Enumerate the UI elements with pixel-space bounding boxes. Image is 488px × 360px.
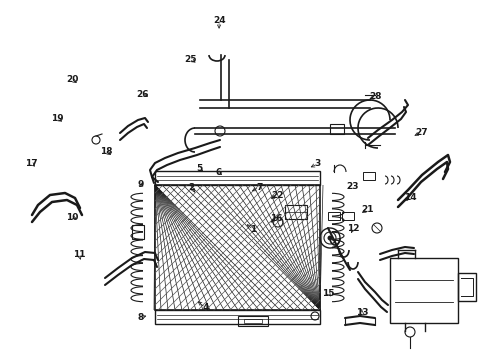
Text: 2: 2 xyxy=(188,183,194,192)
Text: 26: 26 xyxy=(136,90,149,99)
Bar xyxy=(244,319,262,323)
Bar xyxy=(362,172,374,180)
Text: 1: 1 xyxy=(250,225,256,234)
Text: 27: 27 xyxy=(414,128,427,137)
Text: 13: 13 xyxy=(355,308,367,317)
Bar xyxy=(155,185,319,310)
Bar xyxy=(155,171,319,185)
Text: 8: 8 xyxy=(138,313,143,322)
Bar xyxy=(341,212,353,220)
Text: 24: 24 xyxy=(212,16,225,25)
Bar xyxy=(329,124,343,134)
Text: 21: 21 xyxy=(361,205,373,214)
Text: 9: 9 xyxy=(137,180,143,189)
Text: 12: 12 xyxy=(346,224,359,233)
Bar xyxy=(389,258,457,323)
Text: 3: 3 xyxy=(314,159,320,168)
Text: 19: 19 xyxy=(51,114,64,123)
Text: 20: 20 xyxy=(66,76,79,85)
Text: 11: 11 xyxy=(73,251,85,259)
Text: 10: 10 xyxy=(66,212,79,221)
Text: 22: 22 xyxy=(271,191,284,199)
Text: 25: 25 xyxy=(184,55,197,64)
Text: 18: 18 xyxy=(100,148,113,156)
Text: 6: 6 xyxy=(216,168,222,177)
Text: 7: 7 xyxy=(255,183,262,192)
Text: 16: 16 xyxy=(269,214,282,223)
Bar xyxy=(238,316,267,326)
Text: 14: 14 xyxy=(404,193,416,202)
Text: 28: 28 xyxy=(368,92,381,101)
Bar xyxy=(155,310,319,324)
Circle shape xyxy=(327,235,332,240)
Bar xyxy=(457,273,475,301)
Bar xyxy=(327,212,339,220)
Text: 4: 4 xyxy=(202,303,208,312)
Text: 15: 15 xyxy=(322,289,334,298)
Text: 5: 5 xyxy=(196,164,202,173)
Bar xyxy=(285,205,306,219)
Bar xyxy=(132,225,143,239)
Text: 17: 17 xyxy=(25,159,38,168)
Text: 23: 23 xyxy=(345,182,358,191)
